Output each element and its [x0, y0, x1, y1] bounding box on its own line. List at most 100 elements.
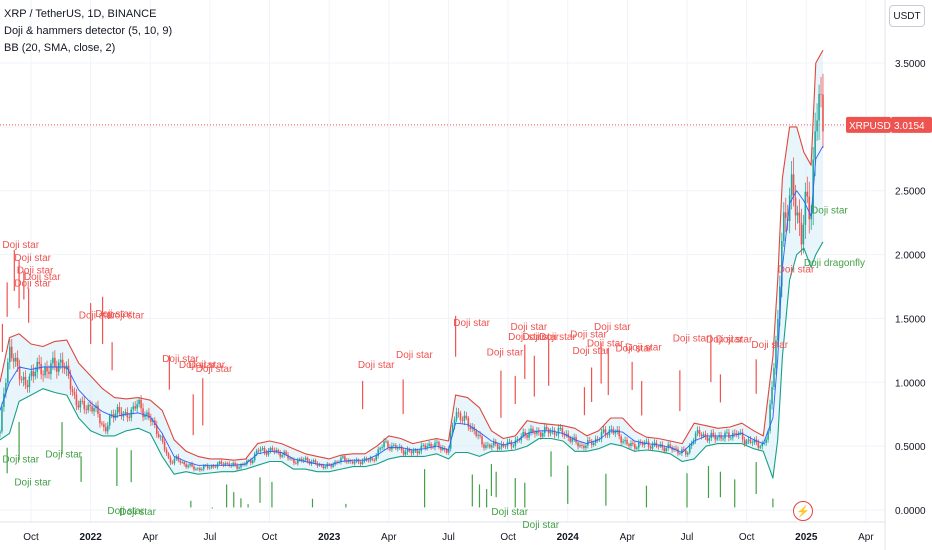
candle-body — [361, 460, 364, 464]
candle-body — [749, 439, 752, 443]
candle-body — [540, 432, 542, 437]
candle-body — [485, 445, 487, 448]
candle-body — [114, 413, 117, 419]
doji-annotation: Doji star — [396, 350, 433, 361]
x-tick-label: 2022 — [80, 532, 103, 543]
candle-body — [716, 437, 718, 440]
candle-body — [93, 408, 95, 412]
candle-body — [234, 462, 236, 466]
candle-body — [728, 432, 730, 438]
candle-body — [636, 447, 638, 449]
candle-body — [236, 465, 238, 469]
candle-body — [253, 453, 256, 461]
candle-body — [457, 412, 460, 414]
candle-body — [208, 467, 211, 469]
candle-body — [226, 463, 229, 464]
candle-body — [681, 449, 683, 454]
candle-body — [336, 461, 338, 463]
candle-body — [344, 456, 346, 461]
candle-body — [498, 447, 501, 449]
legend-doji-detector[interactable]: Doji & hammers detector (5, 10, 9) — [4, 25, 173, 37]
candle-body — [89, 404, 91, 407]
legend-bollinger-bands[interactable]: BB (20, SMA, close, 2) — [4, 42, 116, 54]
candle-body — [48, 371, 50, 375]
candle-body — [798, 212, 801, 223]
candle-body — [318, 464, 321, 466]
candle-body — [777, 318, 779, 341]
bollinger-upper-band — [0, 49, 824, 461]
candle-body — [677, 449, 679, 454]
y-tick-label: 1.0000 — [895, 378, 926, 389]
candle-body — [285, 451, 287, 455]
candle-body — [181, 461, 184, 463]
currency-button[interactable]: USDT — [889, 5, 925, 27]
candle-body — [155, 425, 158, 435]
candle-body — [150, 418, 152, 422]
candle-body — [822, 94, 824, 132]
candle-body — [688, 445, 691, 453]
candle-body — [489, 444, 491, 448]
candle-body — [46, 367, 48, 372]
doji-annotation: Doji star — [522, 520, 559, 531]
candle-body — [543, 427, 546, 434]
candle-body — [238, 467, 240, 469]
candle-body — [796, 212, 799, 216]
candle-body — [577, 442, 579, 447]
candle-body — [269, 448, 272, 451]
candle-body — [222, 464, 225, 466]
candle-body — [712, 432, 715, 436]
candle-body — [465, 415, 468, 419]
candle-body — [708, 438, 711, 441]
candle-body — [8, 346, 11, 363]
candle-body — [743, 439, 746, 445]
candle-body — [110, 414, 113, 416]
candle-body — [765, 439, 767, 444]
candle-body — [726, 432, 728, 434]
y-tick-label: 3.5000 — [895, 59, 926, 70]
candle-body — [757, 442, 760, 448]
doji-annotation: Doji star — [811, 206, 848, 217]
doji-annotation: Doji star — [570, 330, 607, 341]
candle-body — [204, 465, 207, 467]
candle-body — [632, 443, 634, 445]
lightning-bolt-icon[interactable]: ⚡ — [793, 501, 813, 521]
candle-body — [105, 427, 107, 432]
candle-body — [700, 434, 703, 437]
candle-body — [199, 468, 201, 471]
candle-body — [383, 441, 385, 448]
candle-body — [759, 446, 762, 448]
candle-body — [761, 443, 764, 447]
x-tick-label: Oct — [500, 532, 516, 543]
candle-body — [400, 446, 403, 451]
doji-annotation: Doji star — [119, 507, 156, 518]
doji-annotation: Doji star — [508, 332, 545, 343]
candle-body — [653, 442, 656, 445]
candle-body — [73, 391, 76, 395]
candle-body — [800, 222, 803, 245]
candle-body — [559, 427, 562, 429]
candle-body — [704, 434, 707, 437]
candle-body — [5, 382, 7, 394]
candle-body — [148, 412, 150, 419]
candle-body — [818, 93, 820, 121]
candle-body — [581, 445, 583, 446]
candle-body — [802, 224, 805, 245]
candle-body — [132, 406, 135, 410]
candle-body — [32, 371, 35, 377]
doji-annotation: Doji star — [45, 450, 82, 461]
candle-body — [261, 447, 264, 450]
candle-body — [440, 447, 442, 450]
candle-body — [375, 455, 378, 461]
candle-body — [14, 357, 17, 362]
chart-legend: XRP / TetherUS, 1D, BINANCE Doji & hamme… — [4, 6, 172, 57]
candle-body — [526, 434, 528, 438]
doji-annotation: Doji star — [706, 335, 743, 346]
candle-body — [347, 460, 350, 463]
candle-body — [116, 406, 119, 414]
candle-body — [293, 459, 295, 463]
legend-symbol[interactable]: XRP / TetherUS, 1D, BINANCE — [4, 8, 157, 20]
candle-body — [283, 451, 285, 456]
last-price-label: 3.0154 — [894, 121, 925, 132]
candle-body — [771, 386, 773, 405]
